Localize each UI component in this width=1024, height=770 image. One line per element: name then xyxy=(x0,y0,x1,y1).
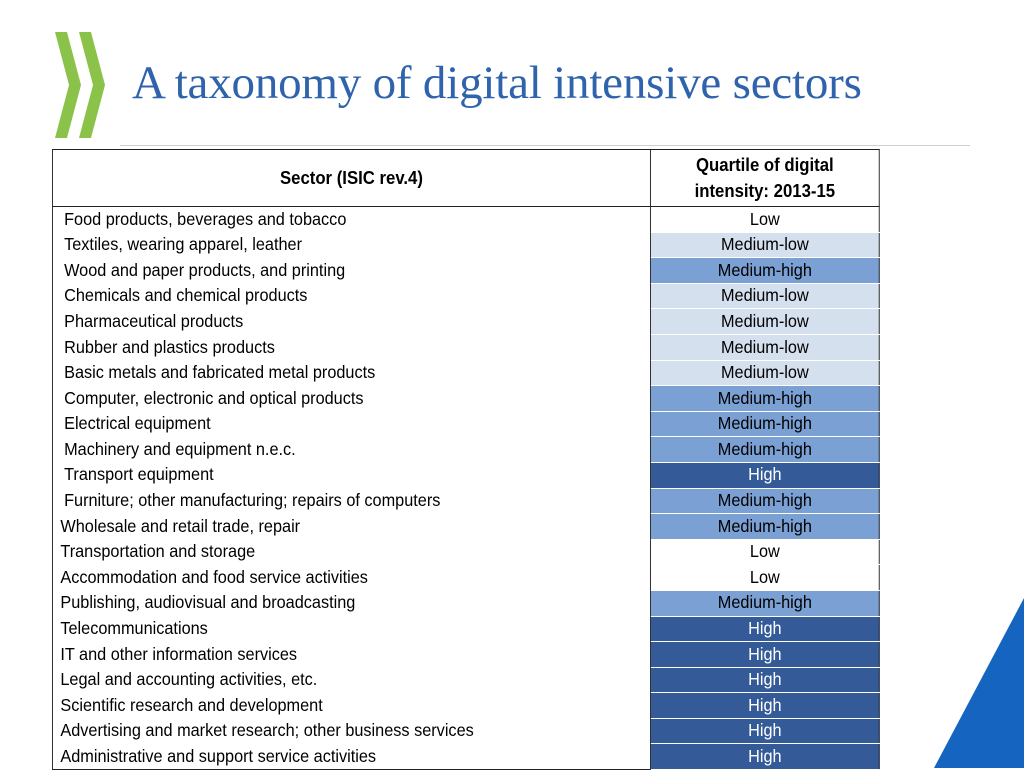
quartile-cell: Medium-high xyxy=(650,257,880,284)
quartile-cell: Medium-high xyxy=(650,513,880,540)
quartile-header-text: Quartile of digital intensity: 2013-15 xyxy=(694,155,836,201)
quartile-cell: Medium-high xyxy=(650,411,880,438)
table-row: Food products, beverages and tobacco Low xyxy=(52,206,880,233)
sector-cell: Electrical equipment xyxy=(52,411,651,437)
table-row: Advertising and market research; other b… xyxy=(52,718,880,745)
quartile-cell: High xyxy=(650,616,880,643)
sector-cell: Textiles, wearing apparel, leather xyxy=(52,232,651,258)
sector-cell: Wood and paper products, and printing xyxy=(52,257,651,284)
quartile-cell: Medium-low xyxy=(650,360,880,387)
corner-decoration xyxy=(934,598,1024,768)
table-row: Telecommunications High xyxy=(52,616,880,643)
sector-cell: Transport equipment xyxy=(52,462,651,489)
table-row: Legal and accounting activities, etc. Hig… xyxy=(52,667,880,694)
sector-cell: Wholesale and retail trade, repair xyxy=(52,513,651,540)
sector-cell: Computer, electronic and optical product… xyxy=(52,385,651,412)
quartile-cell: High xyxy=(650,692,880,719)
table-row: Basic metals and fabricated metal produc… xyxy=(52,360,880,387)
sector-cell: Publishing, audiovisual and broadcasting xyxy=(52,590,651,616)
page-title: A taxonomy of digital intensive sectors xyxy=(132,57,862,109)
sector-cell: Advertising and market research; other b… xyxy=(52,718,651,744)
table-row: Accommodation and food service activitie… xyxy=(52,564,880,591)
sector-cell: Legal and accounting activities, etc. xyxy=(52,667,651,693)
table-row: Transportation and storage Low xyxy=(52,539,880,566)
table-row: Transport equipment High xyxy=(52,462,880,489)
table-row: Wholesale and retail trade, repair Medium… xyxy=(52,513,880,540)
table-row: Administrative and support service activ… xyxy=(52,743,880,770)
quartile-cell: High xyxy=(650,462,880,489)
sector-cell: Administrative and support service activ… xyxy=(52,743,651,770)
quartile-cell: Medium-low xyxy=(650,334,880,361)
table-row: Machinery and equipment n.e.c. Medium-hig… xyxy=(52,436,880,463)
sector-cell: Accommodation and food service activitie… xyxy=(52,564,651,591)
sector-cell: Scientific research and development xyxy=(52,692,651,719)
sector-column-header: Sector (ISIC rev.4) xyxy=(52,149,651,207)
table-body: Food products, beverages and tobacco Low T… xyxy=(52,206,880,770)
title-divider xyxy=(120,145,970,146)
table-row: IT and other information services High xyxy=(52,641,880,668)
quartile-cell: Medium-high xyxy=(650,488,880,515)
sector-cell: Pharmaceutical products xyxy=(52,308,651,335)
sector-cell: Chemicals and chemical products xyxy=(52,283,651,309)
table-row: Publishing, audiovisual and broadcasting… xyxy=(52,590,880,617)
table-row: Scientific research and development High xyxy=(52,692,880,719)
quartile-cell: High xyxy=(650,641,880,668)
table-row: Wood and paper products, and printing Med… xyxy=(52,257,880,284)
sector-cell: IT and other information services xyxy=(52,641,651,668)
table-row: Furniture; other manufacturing; repairs … xyxy=(52,488,880,515)
table-row: Computer, electronic and optical product… xyxy=(52,385,880,412)
quartile-cell: High xyxy=(650,718,880,745)
quartile-column-header: Quartile of digital intensity: 2013-15 xyxy=(649,149,880,207)
quartile-cell: Low xyxy=(650,206,880,233)
quartile-cell: High xyxy=(650,743,880,770)
quartile-cell: Medium-high xyxy=(650,590,880,617)
sector-cell: Telecommunications xyxy=(52,616,651,642)
quartile-cell: Medium-high xyxy=(650,436,880,463)
table-row: Pharmaceutical products Medium-low xyxy=(52,308,880,335)
table-row: Textiles, wearing apparel, leather Medium… xyxy=(52,232,880,259)
table-row: Electrical equipment Medium-high xyxy=(52,411,880,438)
quartile-cell: Medium-high xyxy=(650,385,880,412)
table-header-row: Sector (ISIC rev.4) Quartile of digital … xyxy=(52,149,880,207)
sector-cell: Food products, beverages and tobacco xyxy=(52,206,651,233)
quartile-cell: Low xyxy=(650,564,880,591)
chevron-logo-icon xyxy=(55,32,105,138)
quartile-cell: Medium-low xyxy=(650,283,880,310)
sector-cell: Transportation and storage xyxy=(52,539,651,565)
quartile-cell: Low xyxy=(650,539,880,566)
table-row: Chemicals and chemical products Medium-lo… xyxy=(52,283,880,310)
sector-table: Sector (ISIC rev.4) Quartile of digital … xyxy=(52,149,880,770)
quartile-cell: High xyxy=(650,667,880,694)
quartile-cell: Medium-low xyxy=(650,308,880,335)
sector-cell: Rubber and plastics products xyxy=(52,334,651,361)
sector-cell: Furniture; other manufacturing; repairs … xyxy=(52,488,651,514)
sector-cell: Machinery and equipment n.e.c. xyxy=(52,436,651,463)
quartile-cell: Medium-low xyxy=(650,232,880,259)
table-row: Rubber and plastics products Medium-low xyxy=(52,334,880,361)
sector-cell: Basic metals and fabricated metal produc… xyxy=(52,360,651,386)
